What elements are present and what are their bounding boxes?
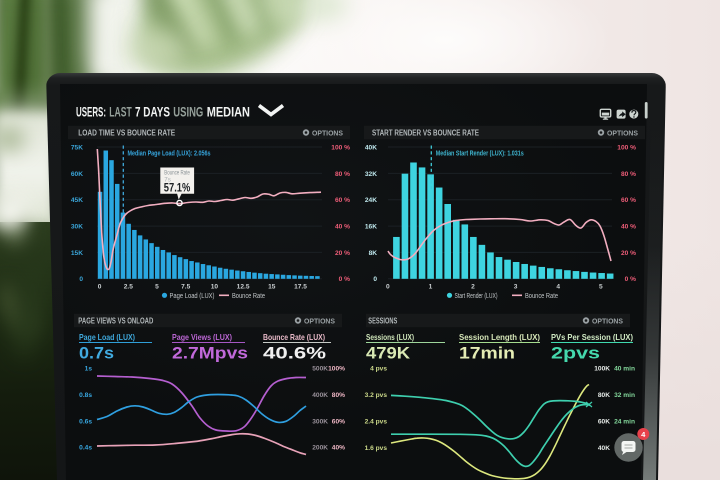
svg-text:Sessions (LUX): Sessions (LUX) bbox=[366, 332, 414, 342]
svg-text:17min: 17min bbox=[459, 345, 515, 363]
svg-text:80 %: 80 % bbox=[335, 171, 350, 178]
svg-text:PVs Per Session (LUX): PVs Per Session (LUX) bbox=[551, 332, 633, 342]
svg-text:32 min: 32 min bbox=[614, 392, 635, 399]
svg-text:SESSIONS: SESSIONS bbox=[368, 317, 397, 326]
svg-text:2.4 pvs: 2.4 pvs bbox=[365, 419, 388, 426]
svg-text:0 %: 0 % bbox=[625, 276, 636, 283]
svg-text:Bounce Rate: Bounce Rate bbox=[525, 293, 558, 300]
svg-text:Bounce Rate: Bounce Rate bbox=[164, 170, 190, 177]
svg-text:479K: 479K bbox=[366, 345, 410, 363]
svg-text:2.5: 2.5 bbox=[124, 284, 133, 291]
svg-text:100 %: 100 % bbox=[331, 144, 350, 151]
svg-text:100 %: 100 % bbox=[617, 144, 636, 151]
svg-text:OPTIONS: OPTIONS bbox=[607, 129, 638, 138]
svg-text:0.7s: 0.7s bbox=[79, 345, 114, 363]
svg-text:60K: 60K bbox=[71, 171, 83, 178]
svg-text:40K: 40K bbox=[365, 144, 377, 151]
svg-text:45K: 45K bbox=[71, 197, 83, 204]
svg-text:80 %: 80 % bbox=[621, 171, 636, 178]
svg-text:OPTIONS: OPTIONS bbox=[592, 317, 623, 326]
svg-text:0.6s: 0.6s bbox=[79, 418, 92, 425]
svg-text:2: 2 bbox=[471, 284, 475, 291]
svg-text:24K: 24K bbox=[365, 197, 377, 204]
svg-text:75K: 75K bbox=[71, 144, 83, 151]
svg-text:Page Views (LUX): Page Views (LUX) bbox=[172, 332, 232, 342]
svg-text:3: 3 bbox=[514, 284, 518, 291]
svg-text:0.4s: 0.4s bbox=[79, 445, 92, 452]
svg-text:Session Length (LUX): Session Length (LUX) bbox=[459, 332, 540, 342]
svg-text:40K: 40K bbox=[598, 445, 610, 452]
svg-text:40 min: 40 min bbox=[614, 366, 635, 373]
svg-text:0: 0 bbox=[79, 276, 83, 283]
svg-text:80K: 80K bbox=[598, 392, 610, 399]
svg-text:200K: 200K bbox=[312, 445, 328, 452]
svg-text:Median Start Render (LUX): 1.0: Median Start Render (LUX): 1.031s bbox=[436, 151, 524, 158]
svg-text:60 %: 60 % bbox=[335, 197, 350, 204]
svg-text:LAST: LAST bbox=[109, 105, 132, 120]
svg-text:20 %: 20 % bbox=[621, 250, 636, 257]
svg-text:10: 10 bbox=[211, 284, 219, 291]
svg-text:15K: 15K bbox=[71, 250, 83, 257]
svg-text:7s: 7s bbox=[164, 177, 171, 184]
svg-text:300K: 300K bbox=[312, 418, 328, 425]
svg-text:30K: 30K bbox=[71, 224, 83, 231]
svg-text:5: 5 bbox=[155, 284, 159, 291]
svg-text:100%: 100% bbox=[328, 365, 345, 372]
svg-text:4: 4 bbox=[556, 284, 560, 291]
svg-text:1s: 1s bbox=[85, 365, 93, 372]
svg-text:OPTIONS: OPTIONS bbox=[312, 129, 343, 138]
svg-text:7 DAYS: 7 DAYS bbox=[135, 105, 170, 120]
svg-text:0: 0 bbox=[98, 284, 102, 291]
svg-text:24 min: 24 min bbox=[614, 419, 635, 426]
svg-text:20 %: 20 % bbox=[335, 250, 350, 257]
svg-text:400K: 400K bbox=[312, 392, 328, 399]
svg-text:1.6 pvs: 1.6 pvs bbox=[365, 445, 388, 452]
svg-text:0: 0 bbox=[373, 276, 377, 283]
svg-text:15: 15 bbox=[268, 284, 276, 291]
svg-text:60 %: 60 % bbox=[621, 197, 636, 204]
svg-text:40%: 40% bbox=[332, 445, 345, 452]
svg-text:Median Page Load (LUX): 2.056s: Median Page Load (LUX): 2.056s bbox=[128, 151, 211, 158]
svg-text:0.8s: 0.8s bbox=[79, 392, 92, 399]
svg-text:4 pvs: 4 pvs bbox=[370, 366, 387, 373]
svg-text:32K: 32K bbox=[365, 171, 377, 178]
svg-text:40 %: 40 % bbox=[621, 224, 636, 231]
svg-text:500K: 500K bbox=[312, 365, 328, 372]
svg-text:OPTIONS: OPTIONS bbox=[304, 317, 335, 326]
svg-text:100K: 100K bbox=[594, 366, 610, 373]
svg-text:2.7Mpvs: 2.7Mpvs bbox=[172, 345, 248, 363]
svg-text:USERS:: USERS: bbox=[76, 105, 106, 120]
svg-text:40 %: 40 % bbox=[335, 224, 350, 231]
svg-text:40.6%: 40.6% bbox=[263, 345, 326, 363]
svg-text:60%: 60% bbox=[332, 418, 345, 425]
svg-text:16K: 16K bbox=[365, 224, 377, 231]
svg-text:1: 1 bbox=[429, 284, 433, 291]
svg-text:MEDIAN: MEDIAN bbox=[207, 105, 250, 120]
svg-text:START RENDER VS BOUNCE RATE: START RENDER VS BOUNCE RATE bbox=[372, 129, 480, 138]
svg-text:PAGE VIEWS VS ONLOAD: PAGE VIEWS VS ONLOAD bbox=[78, 317, 153, 326]
svg-text:3.2 pvs: 3.2 pvs bbox=[365, 392, 388, 399]
svg-text:7.5: 7.5 bbox=[181, 284, 190, 291]
svg-text:80%: 80% bbox=[332, 392, 345, 399]
svg-text:Bounce Rate: Bounce Rate bbox=[232, 293, 265, 300]
svg-text:60K: 60K bbox=[598, 419, 610, 426]
svg-text:4: 4 bbox=[641, 430, 646, 439]
svg-text:8K: 8K bbox=[369, 250, 378, 257]
svg-text:2pvs: 2pvs bbox=[551, 345, 600, 363]
svg-text:Page Load (LUX): Page Load (LUX) bbox=[170, 293, 215, 300]
svg-text:USING: USING bbox=[173, 105, 203, 120]
svg-text:12.5: 12.5 bbox=[237, 284, 250, 291]
svg-text:Start Render (LUX): Start Render (LUX) bbox=[455, 293, 498, 300]
svg-text:57.1%: 57.1% bbox=[164, 183, 191, 195]
svg-text:5: 5 bbox=[599, 284, 603, 291]
svg-text:17.5: 17.5 bbox=[294, 284, 307, 291]
svg-text:LOAD TIME VS BOUNCE RATE: LOAD TIME VS BOUNCE RATE bbox=[78, 129, 176, 138]
svg-text:0 %: 0 % bbox=[339, 276, 350, 283]
svg-text:Page Load (LUX): Page Load (LUX) bbox=[79, 332, 135, 342]
svg-text:Bounce Rate (LUX): Bounce Rate (LUX) bbox=[263, 332, 325, 342]
svg-text:0: 0 bbox=[386, 284, 390, 291]
